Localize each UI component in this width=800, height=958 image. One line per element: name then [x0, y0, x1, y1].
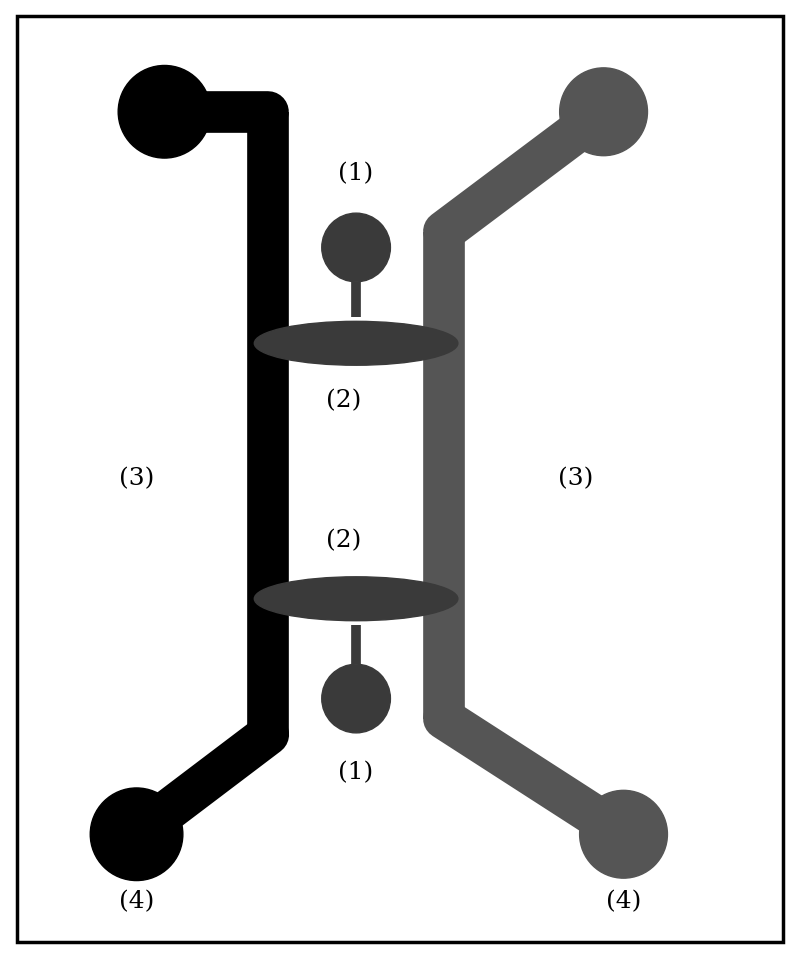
- Circle shape: [322, 664, 390, 733]
- Text: (1): (1): [338, 762, 374, 785]
- Circle shape: [560, 68, 647, 156]
- Circle shape: [580, 790, 667, 878]
- Ellipse shape: [254, 321, 458, 365]
- Text: (2): (2): [326, 390, 362, 413]
- Circle shape: [118, 65, 210, 158]
- Text: (3): (3): [119, 468, 154, 490]
- Text: (4): (4): [119, 891, 154, 914]
- FancyBboxPatch shape: [17, 16, 783, 942]
- Circle shape: [322, 213, 390, 282]
- Text: (1): (1): [338, 162, 374, 185]
- Text: (4): (4): [606, 891, 642, 914]
- Circle shape: [90, 787, 183, 880]
- Ellipse shape: [254, 577, 458, 621]
- Text: (2): (2): [326, 530, 362, 553]
- Text: (3): (3): [558, 468, 594, 490]
